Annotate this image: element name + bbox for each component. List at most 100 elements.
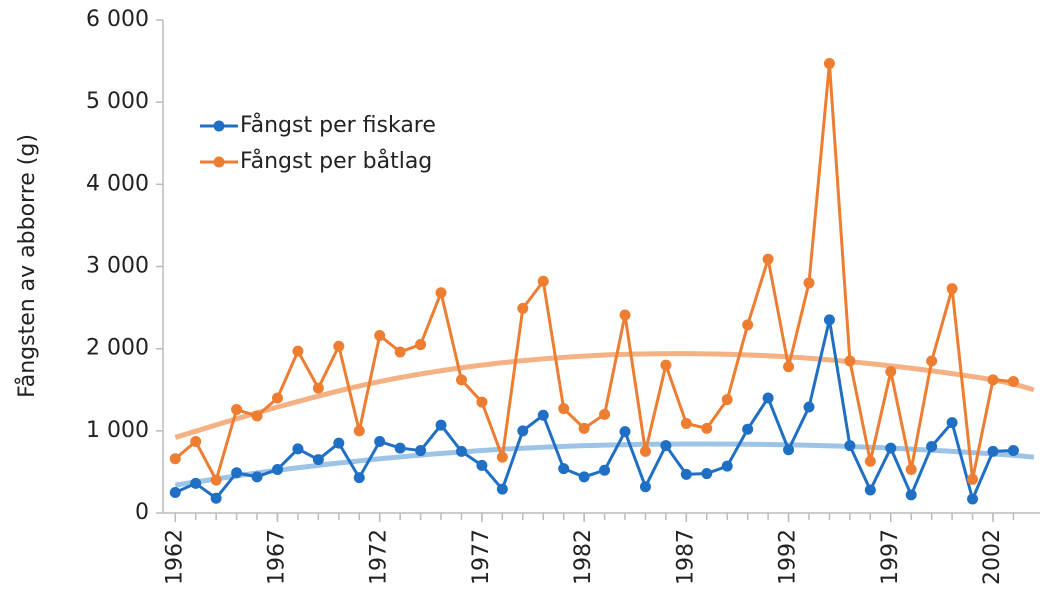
data-point — [803, 277, 815, 289]
data-point — [374, 436, 386, 448]
data-point — [864, 484, 876, 496]
data-point — [721, 460, 733, 472]
data-point — [742, 423, 754, 435]
data-point — [312, 382, 324, 394]
x-tick-label: 1982 — [571, 529, 596, 585]
data-point — [210, 492, 222, 504]
data-point — [435, 419, 447, 431]
data-point — [435, 287, 447, 299]
data-point — [271, 392, 283, 404]
data-point — [517, 425, 529, 437]
y-tick-label: 0 — [135, 500, 149, 525]
y-tick-label: 3 000 — [86, 254, 149, 279]
data-point — [844, 440, 856, 452]
data-point — [537, 275, 549, 287]
data-point — [537, 409, 549, 421]
data-point — [680, 468, 692, 480]
data-point — [455, 374, 467, 386]
data-point — [394, 442, 406, 454]
data-point — [762, 253, 774, 265]
data-point — [374, 330, 386, 342]
data-point — [599, 464, 611, 476]
trend-line — [174, 441, 1035, 488]
data-point — [231, 467, 243, 479]
data-point — [905, 463, 917, 475]
y-tick-label: 4 000 — [86, 171, 149, 196]
data-point — [353, 472, 365, 484]
data-point — [210, 474, 222, 486]
data-point — [742, 319, 754, 331]
data-point — [885, 366, 897, 378]
data-point — [333, 437, 345, 449]
data-point — [517, 302, 529, 314]
data-point — [660, 359, 672, 371]
x-tick-label: 1992 — [776, 529, 801, 585]
x-tick-label: 1962 — [162, 529, 187, 585]
y-tick-label: 1 000 — [86, 418, 149, 443]
x-tick-label: 1987 — [673, 529, 698, 585]
data-point — [333, 340, 345, 352]
data-point — [844, 355, 856, 367]
data-point — [783, 361, 795, 373]
legend-label: Fångst per båtlag — [240, 148, 432, 174]
legend-marker — [213, 156, 225, 168]
x-tick-label: 1967 — [264, 529, 289, 585]
y-axis-label: Fångsten av abborre (g) — [14, 134, 40, 398]
data-point — [415, 445, 427, 457]
data-point — [619, 309, 631, 321]
data-point — [762, 392, 774, 404]
data-point — [169, 453, 181, 465]
x-tick-label: 1997 — [878, 529, 903, 585]
data-point — [946, 283, 958, 295]
series-line — [174, 63, 1014, 485]
data-point — [578, 471, 590, 483]
x-tick-label: 1972 — [367, 529, 392, 585]
data-point — [292, 443, 304, 455]
data-point — [251, 410, 263, 422]
data-point — [251, 471, 263, 483]
data-point — [680, 417, 692, 429]
data-point — [169, 486, 181, 498]
data-point — [639, 445, 651, 457]
data-point — [926, 355, 938, 367]
data-point — [190, 436, 202, 448]
data-point — [599, 408, 611, 420]
data-point — [476, 459, 488, 471]
data-point — [987, 445, 999, 457]
data-point — [639, 481, 651, 493]
data-point — [905, 489, 917, 501]
data-point — [292, 345, 304, 357]
data-point — [967, 493, 979, 505]
data-point — [1007, 376, 1019, 388]
data-point — [353, 425, 365, 437]
data-point — [558, 403, 570, 415]
data-point — [823, 314, 835, 326]
x-tick-label: 2002 — [980, 529, 1005, 585]
data-point — [823, 58, 835, 70]
data-point — [231, 403, 243, 415]
data-point — [619, 426, 631, 438]
data-point — [271, 463, 283, 475]
data-point — [864, 455, 876, 467]
data-point — [701, 468, 713, 480]
data-point — [496, 483, 508, 495]
data-point — [660, 440, 672, 452]
data-point — [394, 346, 406, 358]
data-point — [783, 444, 795, 456]
data-point — [558, 463, 570, 475]
x-tick-label: 1977 — [469, 529, 494, 585]
data-point — [721, 394, 733, 406]
data-point — [190, 477, 202, 489]
data-point — [946, 417, 958, 429]
legend-label: Fångst per fiskare — [240, 112, 436, 138]
data-point — [1007, 445, 1019, 457]
data-point — [885, 442, 897, 454]
data-point — [926, 440, 938, 452]
y-tick-label: 5 000 — [86, 89, 149, 114]
data-point — [578, 422, 590, 434]
y-tick-label: 2 000 — [86, 336, 149, 361]
data-point — [967, 473, 979, 485]
data-point — [455, 445, 467, 457]
data-point — [987, 374, 999, 386]
